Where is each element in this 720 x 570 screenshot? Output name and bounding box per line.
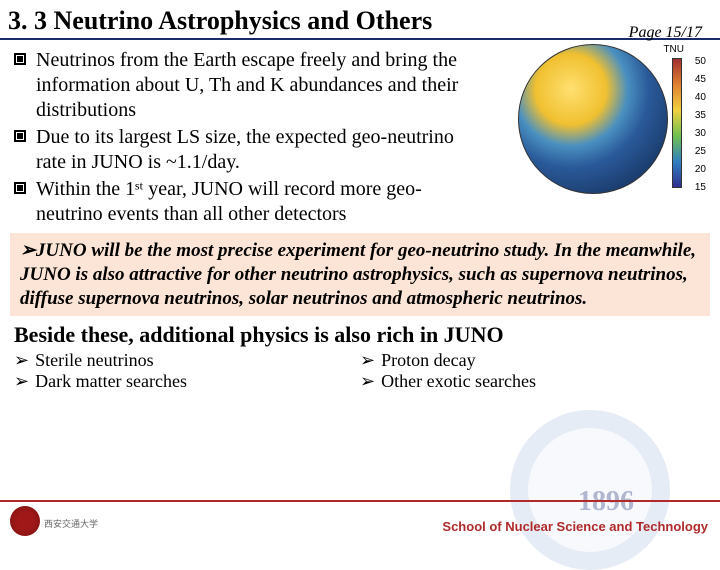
globe-icon (518, 44, 668, 194)
triangle-icon: ➢ (14, 350, 29, 371)
colorbar-tick: 45 (695, 74, 706, 85)
colorbar-tick: 35 (695, 110, 706, 121)
square-bullet-icon (14, 182, 26, 194)
legend-label: TNU (663, 44, 684, 55)
colorbar-tick: 15 (695, 182, 706, 193)
highlight-box: ➢JUNO will be the most precise experimen… (10, 233, 710, 316)
bullet-list: Neutrinos from the Earth escape freely a… (14, 48, 484, 227)
footer: 西安交通大学 School of Nuclear Science and Tec… (0, 500, 720, 540)
square-bullet-icon (14, 130, 26, 142)
slide-title: 3. 3 Neutrino Astrophysics and Others (0, 0, 720, 40)
left-column: ➢ Sterile neutrinos ➢ Dark matter search… (14, 350, 360, 392)
bullet-item: Due to its largest LS size, the expected… (14, 125, 484, 175)
list-text: Dark matter searches (35, 371, 187, 392)
bullet-text: Neutrinos from the Earth escape freely a… (36, 48, 484, 123)
list-text: Sterile neutrinos (35, 350, 153, 371)
subheading: Beside these, additional physics is also… (0, 320, 720, 350)
bullet-item: Neutrinos from the Earth escape freely a… (14, 48, 484, 123)
colorbar-tick: 25 (695, 146, 706, 157)
bullet-text: Within the 1ˢᵗ year, JUNO will record mo… (36, 177, 484, 227)
colorbar-tick: 50 (695, 56, 706, 67)
list-item: ➢ Sterile neutrinos (14, 350, 360, 371)
list-item: ➢ Dark matter searches (14, 371, 360, 392)
colorbar (672, 58, 682, 188)
triangle-icon: ➢ (14, 371, 29, 392)
physics-lists: ➢ Sterile neutrinos ➢ Dark matter search… (0, 350, 720, 392)
right-column: ➢ Proton decay ➢ Other exotic searches (360, 350, 706, 392)
list-item: ➢ Other exotic searches (360, 371, 706, 392)
school-name: School of Nuclear Science and Technology (442, 519, 708, 534)
colorbar-tick: 40 (695, 92, 706, 103)
university-name: 西安交通大学 (44, 517, 98, 530)
bullet-item: Within the 1ˢᵗ year, JUNO will record mo… (14, 177, 484, 227)
university-logo-icon (10, 506, 40, 536)
list-item: ➢ Proton decay (360, 350, 706, 371)
bullet-text: Due to its largest LS size, the expected… (36, 125, 484, 175)
content-area: Neutrinos from the Earth escape freely a… (0, 40, 720, 227)
globe-figure: TNU 50 45 40 35 30 25 20 15 (518, 44, 708, 214)
list-text: Other exotic searches (381, 371, 536, 392)
triangle-icon: ➢ (360, 371, 375, 392)
list-text: Proton decay (381, 350, 475, 371)
colorbar-tick: 20 (695, 164, 706, 175)
colorbar-tick: 30 (695, 128, 706, 139)
square-bullet-icon (14, 53, 26, 65)
triangle-icon: ➢ (360, 350, 375, 371)
